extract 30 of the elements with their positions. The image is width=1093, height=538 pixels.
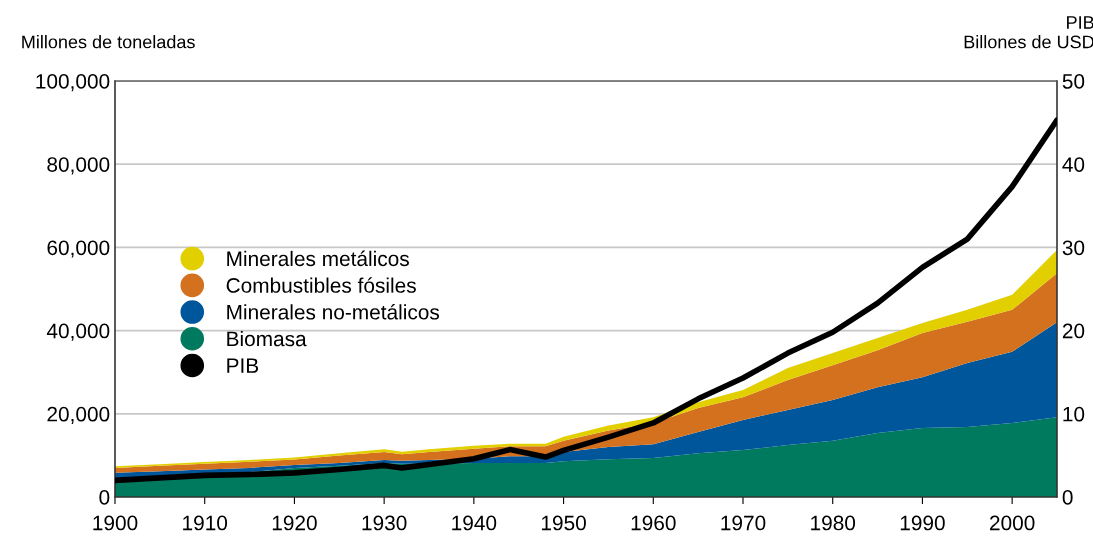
y-tick-label: 80,000 xyxy=(47,157,110,175)
x-tick-label: 1900 xyxy=(93,515,138,531)
y2-tick-label: 50 xyxy=(1062,74,1085,89)
x-tick-label: 1970 xyxy=(721,515,766,531)
y-tick-label: 20,000 xyxy=(47,406,110,425)
y-tick-label: 100,000 xyxy=(36,74,110,92)
legend-label: PIB xyxy=(227,358,259,373)
legend-label: Biomasa xyxy=(227,330,307,347)
x-tick-label: 1990 xyxy=(900,515,945,531)
legend-label: Minerales no-metálicos xyxy=(227,304,440,320)
legend-label: Combustibles fósiles xyxy=(226,277,416,293)
y-tick-label: 60,000 xyxy=(47,240,110,258)
legend-label: Minerales metálicos xyxy=(227,250,409,267)
y-tick-label: 40,000 xyxy=(46,323,110,341)
y2-tick-label: 30 xyxy=(1062,240,1085,256)
x-tick-label: 1910 xyxy=(183,515,228,531)
x-tick-label: 1940 xyxy=(452,515,497,531)
y2-tick-label: 10 xyxy=(1063,406,1085,422)
y-tick-label: 0 xyxy=(99,490,110,505)
y2-axis-title: PIB Billones de USD xyxy=(964,16,1093,49)
x-tick-label: 1950 xyxy=(541,515,586,531)
y-axis-title: Millones de toneladas xyxy=(22,35,195,49)
x-tick-label: 2000 xyxy=(990,515,1035,531)
y2-tick-label: 20 xyxy=(1062,323,1085,339)
x-tick-label: 1960 xyxy=(631,515,676,531)
x-tick-label: 1980 xyxy=(811,515,856,531)
y2-tick-label: 0 xyxy=(1062,490,1073,505)
x-tick-label: 1920 xyxy=(272,515,317,531)
y2-tick-label: 40 xyxy=(1062,157,1085,172)
x-tick-label: 1930 xyxy=(362,515,407,531)
